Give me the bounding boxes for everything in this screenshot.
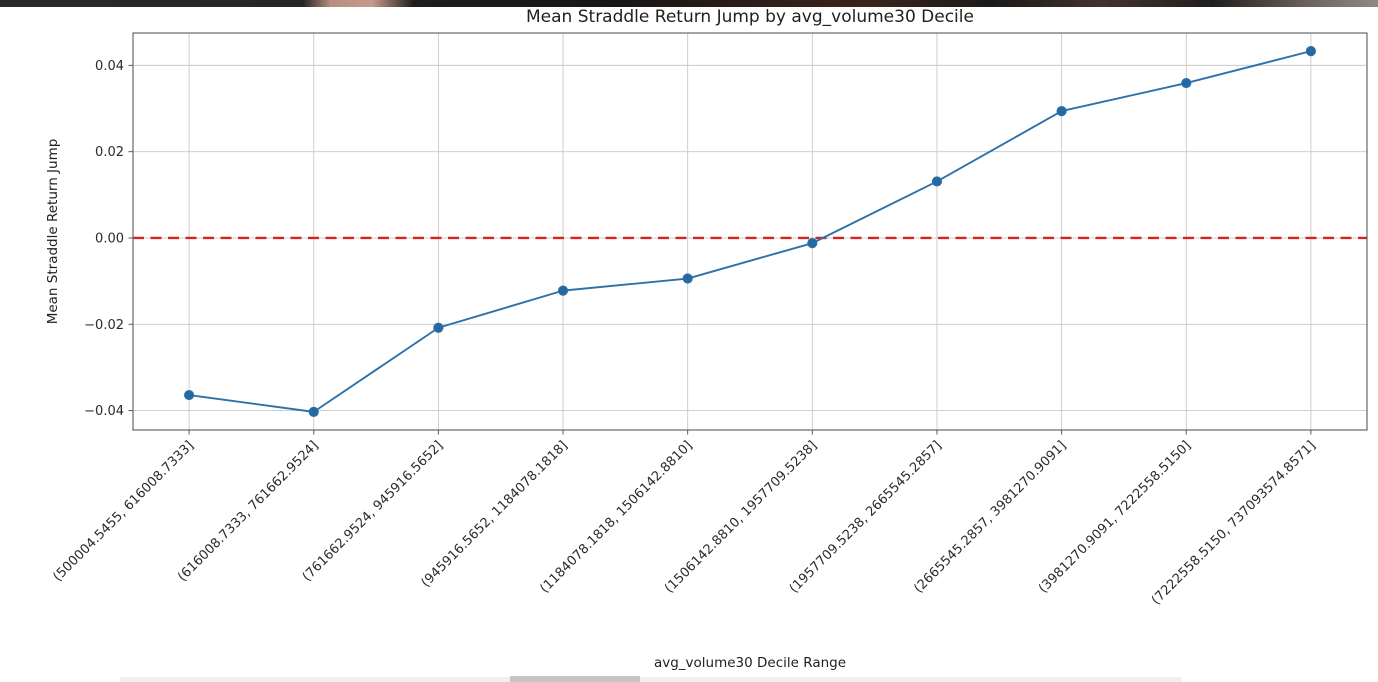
x-axis-label: avg_volume30 Decile Range — [654, 655, 846, 671]
data-point — [931, 176, 943, 187]
x-tick-label: (1184078.1818, 1506142.8810] — [537, 438, 695, 596]
data-point — [557, 285, 569, 296]
x-tick-label: (3981270.9091, 7222558.5150] — [1036, 438, 1194, 596]
y-axis-label: Mean Straddle Return Jump — [45, 139, 61, 325]
cropped-window-edge-strip — [0, 0, 1378, 7]
data-point — [1181, 77, 1192, 89]
data-point — [183, 389, 195, 401]
x-tick-label: (2665545.2857, 3981270.9091] — [911, 438, 1069, 596]
x-tick-label: (500004.5455, 616008.7333] — [50, 438, 196, 584]
x-tick-label: (616008.7333, 761662.9524] — [175, 438, 321, 584]
data-point — [807, 238, 818, 249]
plot-frame — [132, 32, 1368, 431]
x-tick-label: (1957709.5238, 2665545.2857] — [787, 438, 945, 596]
chart-title: Mean Straddle Return Jump by avg_volume3… — [526, 7, 974, 27]
x-tick-label: (761662.9524, 945916.5652] — [300, 438, 446, 584]
y-tick-label: −0.04 — [84, 404, 124, 419]
data-point — [433, 322, 444, 333]
cropped-bottom-edge-strip — [120, 677, 1182, 682]
data-point — [308, 406, 319, 417]
y-tick-label: −0.02 — [84, 318, 124, 333]
cropped-bottom-edge-strip-dark — [510, 676, 640, 682]
data-point — [682, 273, 693, 284]
y-tick-label: 0.00 — [95, 231, 124, 246]
data-point — [1056, 106, 1067, 117]
data-point — [1305, 46, 1317, 57]
y-tick-label: 0.02 — [95, 145, 124, 160]
data-line — [188, 50, 1312, 413]
x-tick-label: (1506142.8810, 1957709.5238] — [662, 438, 820, 596]
y-tick-label: 0.04 — [95, 59, 124, 74]
x-tick-label: (945916.5652, 1184078.1818] — [419, 438, 571, 590]
